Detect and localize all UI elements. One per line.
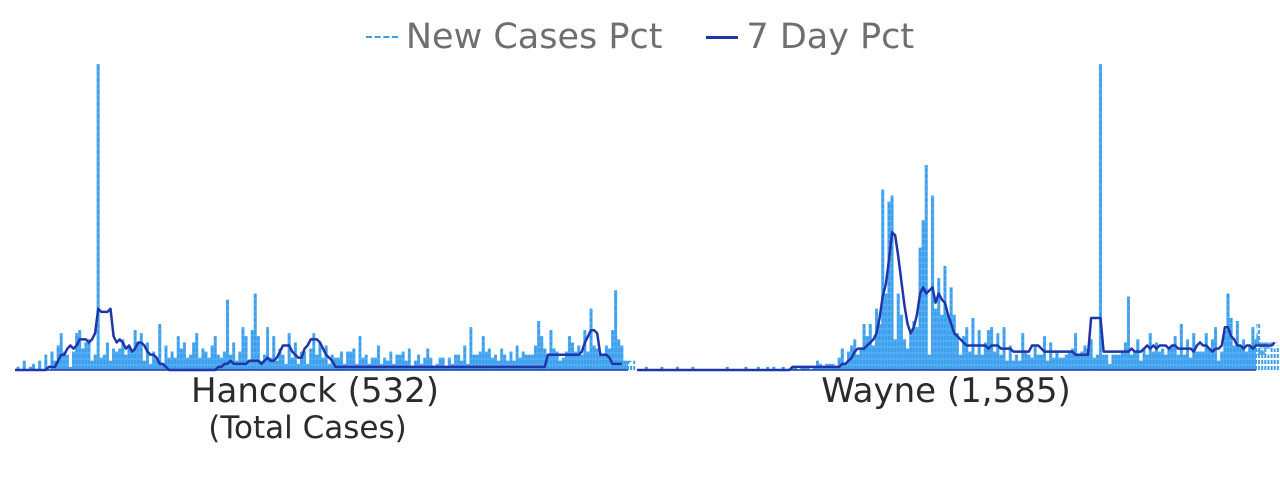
chart-legend: New Cases Pct 7 Day Pct [0,14,1280,60]
legend-swatch-solid [706,35,739,39]
legend-label-new-cases-pct: New Cases Pct [405,17,663,57]
legend-item-new-cases-pct[interactable]: New Cases Pct [365,17,663,57]
legend-swatch-dashed [365,36,398,38]
panel-wayne [637,64,1280,372]
legend-item-7-day-pct[interactable]: 7 Day Pct [706,17,914,57]
new-cases-pct-area [637,64,1280,370]
panel-title-hancock: Hancock (532) [190,371,440,411]
new-cases-pct-area [15,64,633,370]
panel-hancock [15,64,636,372]
panel-subtitle-hancock: (Total Cases) [208,410,407,446]
legend-label-7-day-pct: 7 Day Pct [746,17,915,57]
panel-title-wayne: Wayne (1,585) [821,371,1071,411]
seven-day-pct-line[interactable] [15,307,622,372]
